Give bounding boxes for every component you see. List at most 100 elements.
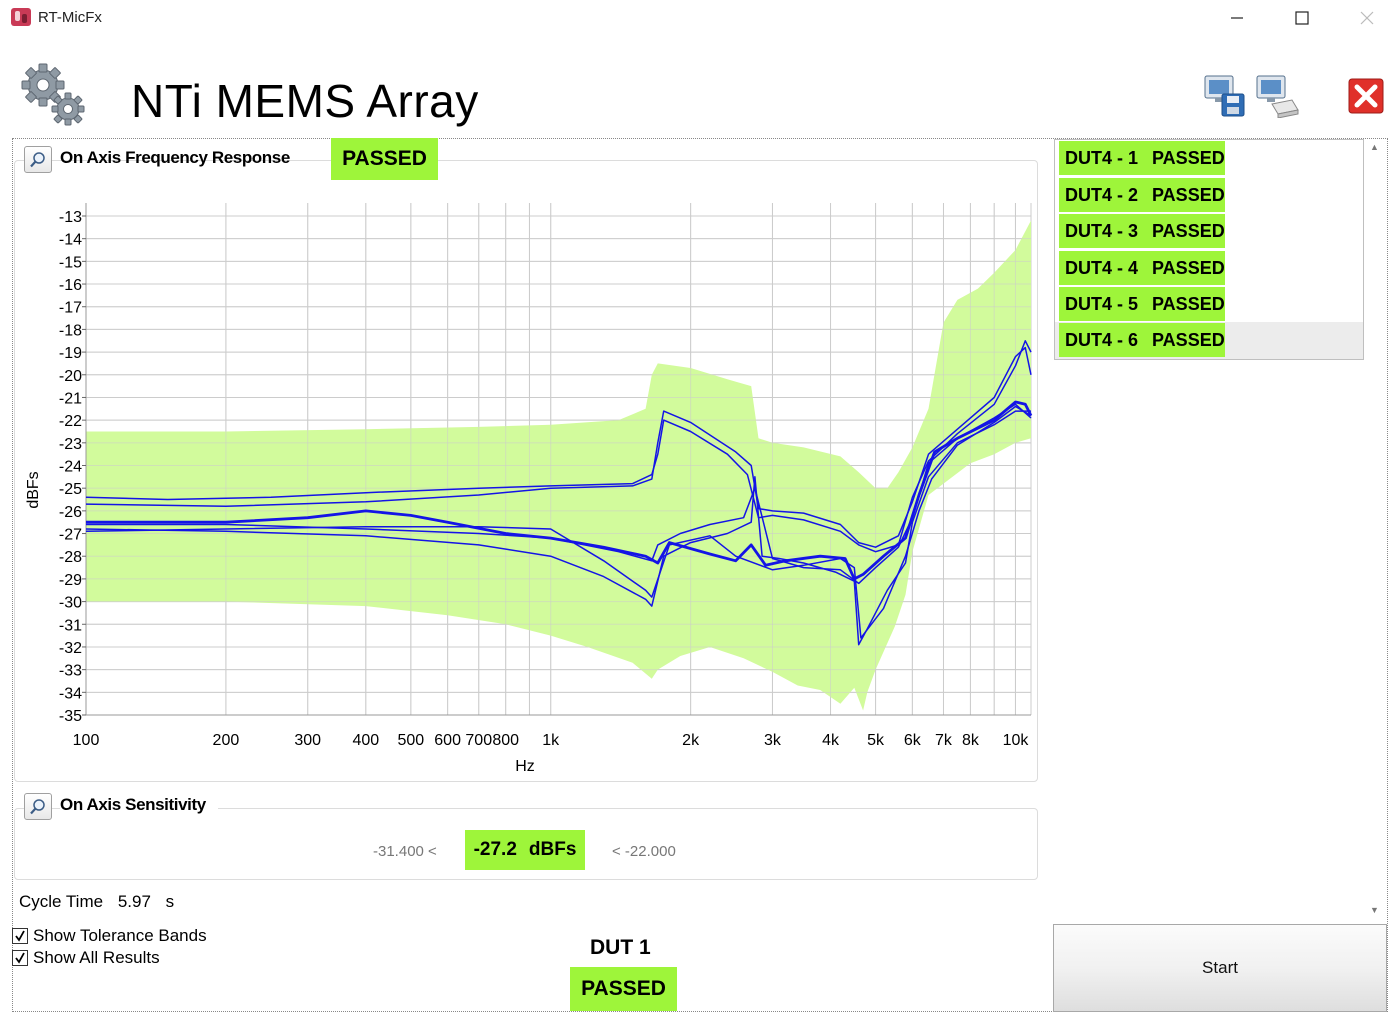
x-tick-label: 6k <box>904 732 922 749</box>
print-screenshot-button[interactable] <box>1254 72 1300 119</box>
dut-name: DUT4 - 3 <box>1065 220 1139 241</box>
x-tick-label: 300 <box>294 732 321 749</box>
sensitivity-upper-limit: < -22.000 <box>612 843 676 860</box>
y-tick-label: -14 <box>59 232 82 249</box>
x-tick-label: 4k <box>822 732 840 749</box>
y-tick-label: -18 <box>59 322 82 339</box>
x-tick-label: 400 <box>352 732 379 749</box>
sensitivity-panel <box>14 808 1038 880</box>
y-tick-label: -35 <box>59 708 82 725</box>
y-tick-label: -29 <box>59 572 82 589</box>
frequency-response-chart: -13 -14 -15 -16 -17 -18 -19 -20 -21 -22 -23 -24 -25 -… <box>25 203 1033 775</box>
exit-icon <box>1348 78 1384 114</box>
x-tick-label: 3k <box>764 732 782 749</box>
x-tick-label: 5k <box>867 732 885 749</box>
y-tick-label: -23 <box>59 436 82 453</box>
dut-status: PASSED <box>1152 257 1225 278</box>
y-tick-label: -13 <box>59 209 82 226</box>
y-tick-label: -25 <box>59 481 82 498</box>
x-tick-label: 200 <box>213 732 240 749</box>
series-line <box>85 405 1032 639</box>
minimize-button[interactable] <box>1214 4 1260 32</box>
dut-name: DUT4 - 6 <box>1065 329 1139 350</box>
series-line <box>85 346 1032 548</box>
sensitivity-value-badge: -27.2 dBFs <box>465 830 585 870</box>
y-tick-label: -26 <box>59 504 82 521</box>
frequency-status-badge: PASSED <box>331 138 438 180</box>
close-icon <box>1360 11 1374 25</box>
y-tick-label: -20 <box>59 368 82 385</box>
frequency-response-title: On Axis Frequency Response <box>60 148 290 167</box>
x-tick-label: 500 <box>397 732 424 749</box>
print-screenshot-icon <box>1256 75 1299 119</box>
cycle-time-value: 5.97 <box>117 892 151 911</box>
dut-list-item[interactable]: DUT4 - 5 PASSED <box>1059 287 1225 321</box>
cycle-time-label: Cycle Time <box>19 892 104 911</box>
y-tick-label: -33 <box>59 663 82 680</box>
dut-name: DUT4 - 2 <box>1065 184 1139 205</box>
save-screenshot-icon <box>1204 75 1245 117</box>
page-title: NTi MEMS Array <box>131 75 479 127</box>
dut-status: PASSED <box>1152 293 1225 314</box>
x-tick-label: 600 <box>434 732 461 749</box>
x-tick-label: 100 <box>73 732 100 749</box>
minimize-icon <box>1231 17 1243 19</box>
x-tick-label: 10k <box>1003 732 1030 749</box>
y-tick-label: -24 <box>59 459 82 476</box>
close-button[interactable] <box>1344 4 1390 32</box>
checkmark-icon <box>15 952 25 964</box>
maximize-icon <box>1295 11 1309 25</box>
sensitivity-value: -27.2 <box>473 839 517 860</box>
title-bar: RT-MicFx <box>0 0 1397 36</box>
x-tick-label: 8k <box>962 732 980 749</box>
dut-list-item[interactable]: DUT4 - 3 PASSED <box>1059 214 1225 248</box>
scroll-up-icon[interactable]: ▲ <box>1370 142 1379 152</box>
series-line <box>86 400 1033 581</box>
sensitivity-lower-limit: -31.400 < <box>373 843 437 860</box>
show-all-results-checkbox[interactable] <box>12 950 28 966</box>
start-button[interactable]: Start <box>1053 924 1387 1012</box>
dut-list-item[interactable]: DUT4 - 4 PASSED <box>1059 251 1225 285</box>
cycle-time-unit: s <box>165 892 175 911</box>
show-tolerance-bands-checkbox[interactable] <box>12 928 28 944</box>
dut-result-badge: PASSED <box>570 967 677 1011</box>
show-all-results-label: Show All Results <box>33 948 160 967</box>
y-tick-label: -15 <box>59 254 82 271</box>
gears-icon <box>21 63 85 126</box>
checkmark-icon <box>15 930 25 942</box>
current-dut-title: DUT 1 <box>590 936 651 959</box>
y-tick-label: -17 <box>59 300 82 317</box>
x-tick-label: 700 <box>465 732 492 749</box>
sensitivity-title: On Axis Sensitivity <box>60 795 218 815</box>
save-screenshot-button[interactable] <box>1202 72 1248 118</box>
y-tick-label: -32 <box>59 640 82 657</box>
exit-button[interactable] <box>1346 76 1386 116</box>
dut-status: PASSED <box>1152 220 1225 241</box>
zoom-sensitivity-button[interactable] <box>24 793 52 820</box>
zoom-frequency-button[interactable] <box>24 146 52 173</box>
show-all-results-option[interactable]: Show All Results <box>12 948 160 968</box>
magnifier-icon <box>30 798 45 814</box>
series-line <box>86 403 1032 585</box>
dut-list-item[interactable]: DUT4 - 2 PASSED <box>1059 178 1225 212</box>
series-line <box>85 410 1031 646</box>
x-tick-label: 800 <box>492 732 519 749</box>
dut-list-item[interactable]: DUT4 - 1 PASSED <box>1059 141 1225 175</box>
y-tick-label: -28 <box>59 549 82 566</box>
show-tolerance-bands-option[interactable]: Show Tolerance Bands <box>12 926 207 946</box>
scroll-down-icon[interactable]: ▼ <box>1370 905 1379 915</box>
y-tick-label: -19 <box>59 345 82 362</box>
app-icon <box>11 8 31 26</box>
maximize-button[interactable] <box>1279 4 1325 32</box>
x-tick-label: 2k <box>682 732 700 749</box>
magnifier-icon <box>30 151 45 167</box>
main-area <box>12 138 1388 1012</box>
dut-list-item[interactable]: DUT4 - 6 PASSED <box>1059 323 1225 357</box>
y-tick-label: -16 <box>59 277 82 294</box>
y-tick-label: -34 <box>59 685 82 702</box>
x-axis-label: Hz <box>515 758 535 775</box>
dut-name: DUT4 - 1 <box>1065 147 1139 168</box>
sensitivity-unit: dBFs <box>528 839 577 860</box>
dut-status: PASSED <box>1152 147 1225 168</box>
cycle-time: Cycle Time 5.97 s <box>19 892 174 912</box>
